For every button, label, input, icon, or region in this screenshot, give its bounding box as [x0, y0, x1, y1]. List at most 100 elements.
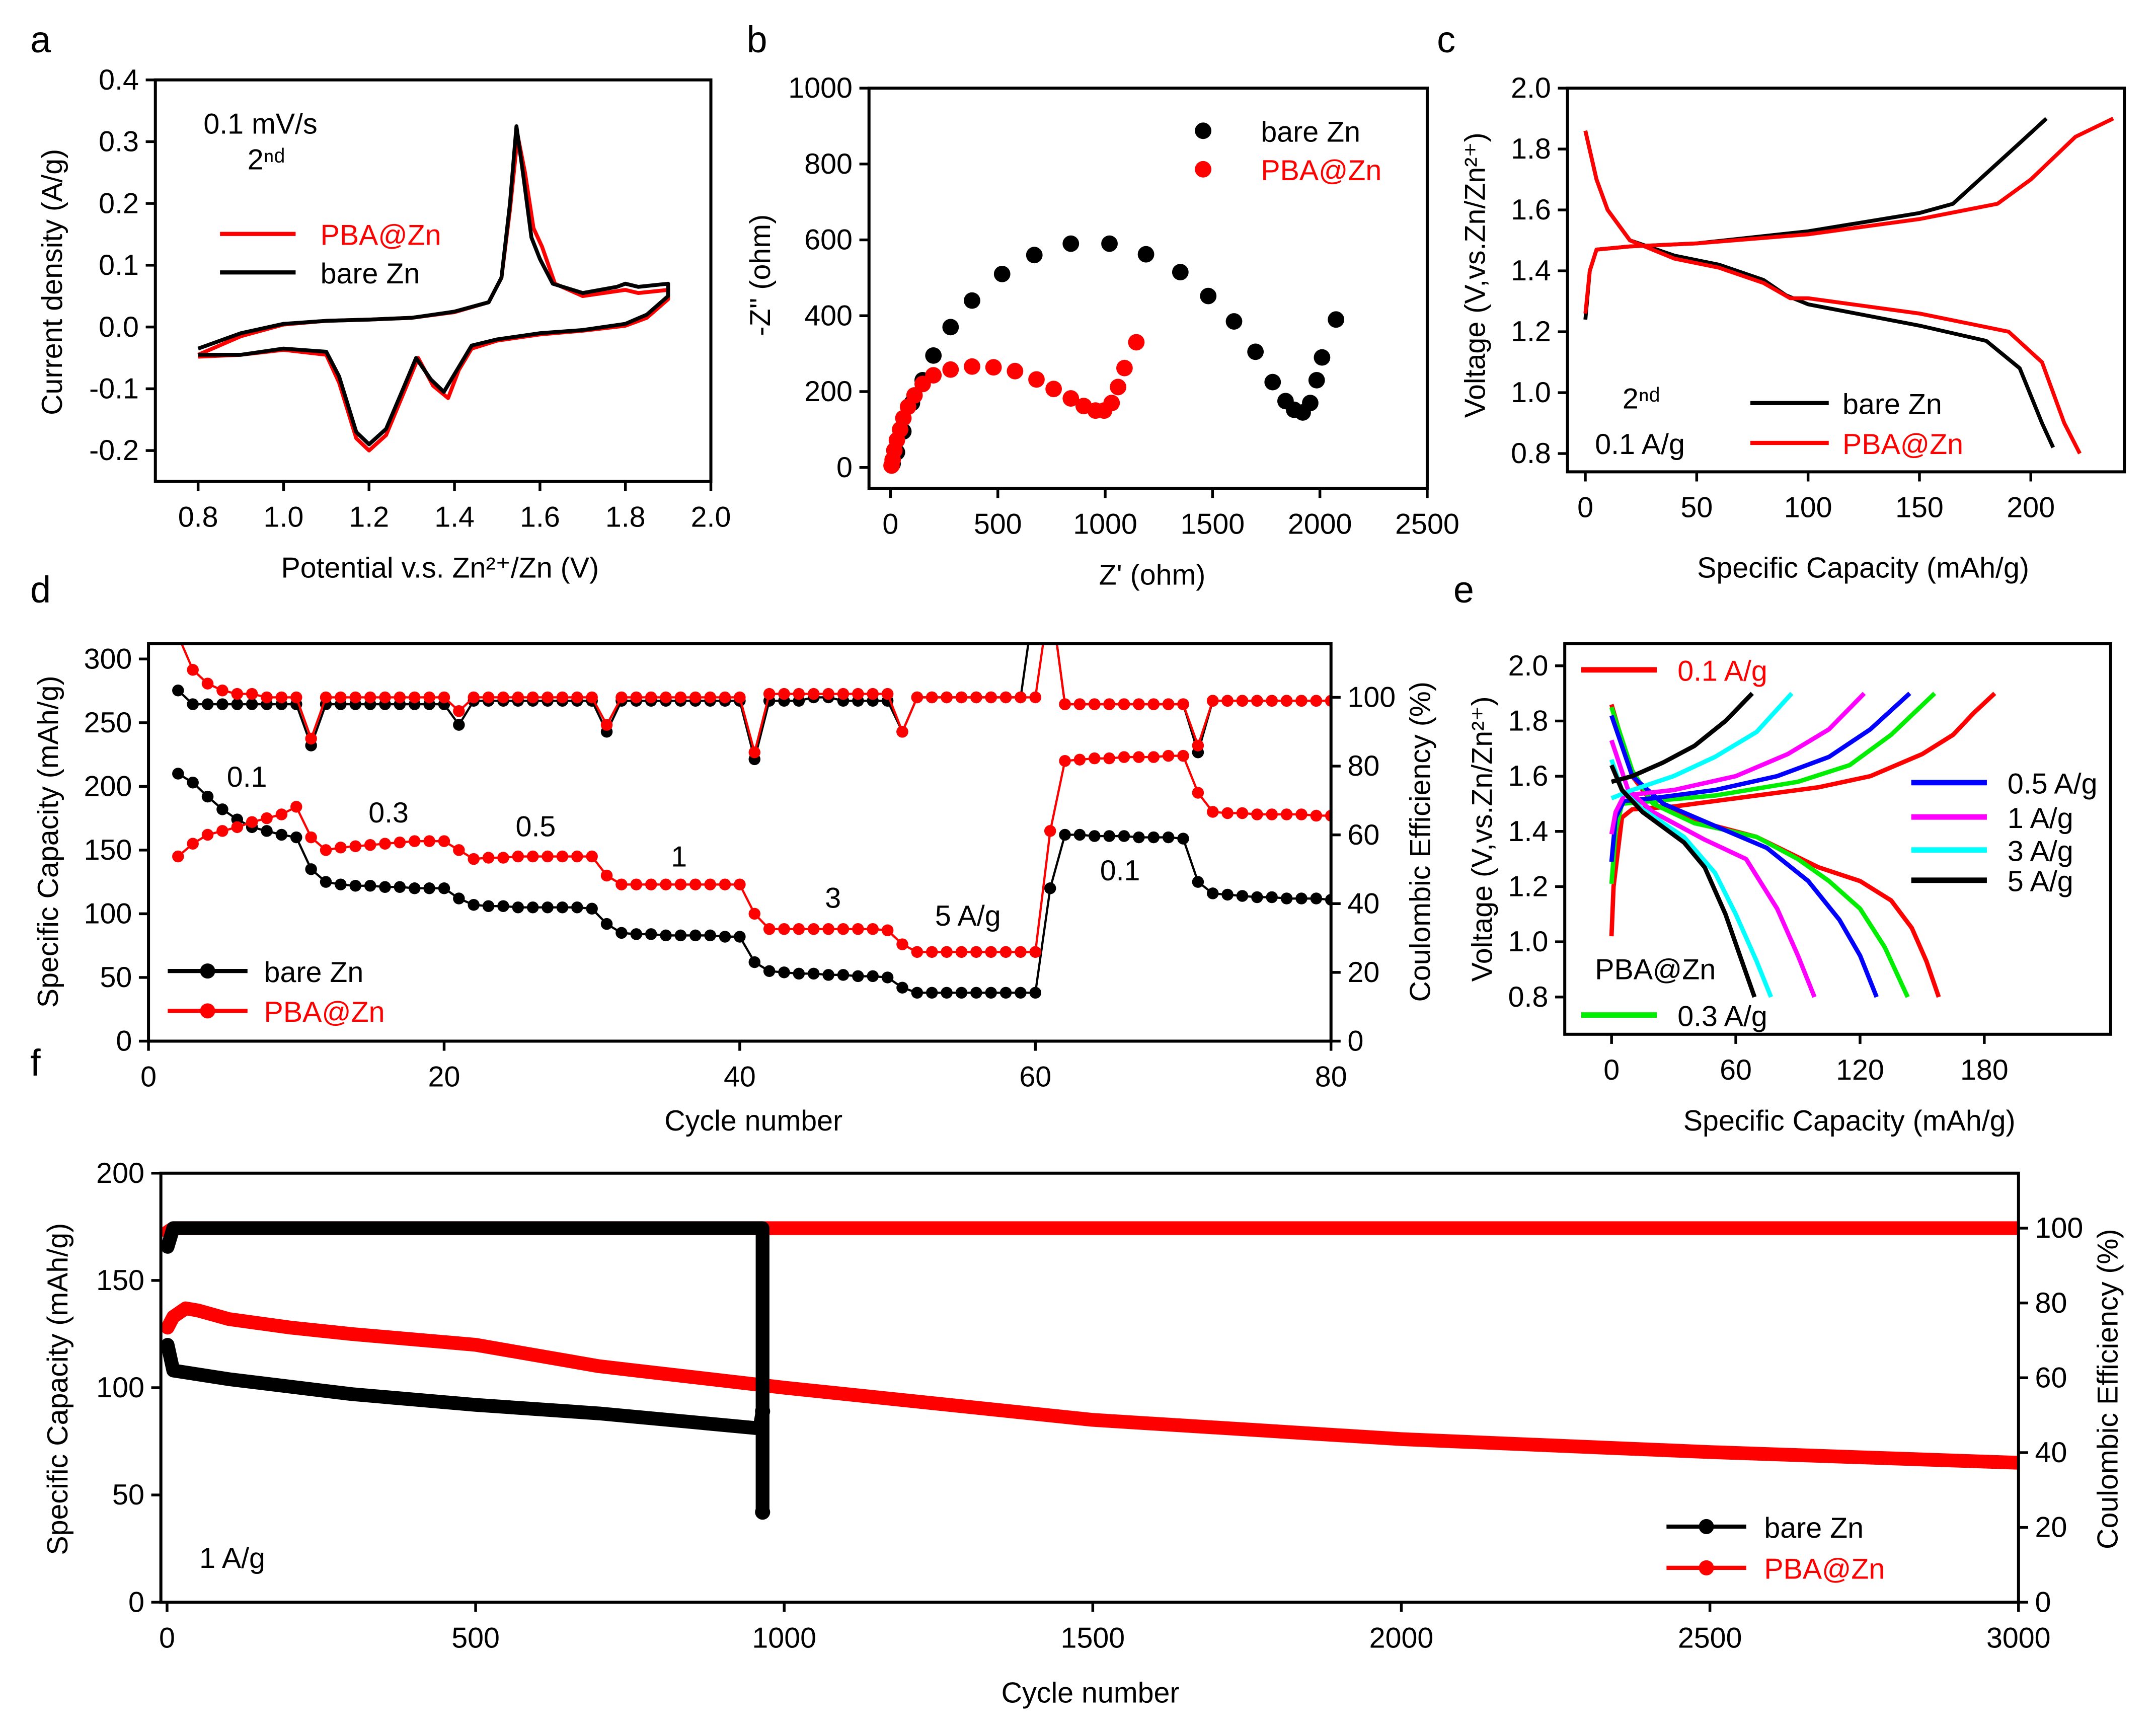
data-point	[600, 719, 613, 731]
legend-entry: bare Zn	[1195, 116, 1360, 148]
data-point	[1295, 892, 1307, 905]
y-tick-label: 2.0	[1508, 650, 1549, 682]
data-point	[600, 869, 613, 882]
data-point	[216, 685, 228, 697]
data-point	[586, 850, 598, 863]
x-axis-label: Specific Capacity (mAh/g)	[1697, 552, 2029, 584]
series-group	[1609, 692, 1996, 998]
annotation: 0.1 mV/s	[203, 108, 317, 140]
data-point	[335, 842, 347, 854]
x-tick-label: 1000	[1073, 508, 1137, 540]
legend-entry: PBA@Zn	[1666, 1553, 1885, 1586]
data-point	[512, 901, 524, 914]
panel-label-d: d	[30, 569, 51, 611]
y2-tick-label: 0	[1347, 1025, 1363, 1058]
data-point	[1110, 379, 1127, 396]
data-point	[734, 691, 746, 704]
data-point	[201, 790, 214, 803]
legend-entry: 0.5 A/g	[1911, 768, 2098, 800]
y-tick-label: 50	[100, 961, 132, 994]
x-tick-label: 1.4	[434, 501, 475, 534]
data-point	[512, 850, 524, 863]
data-point	[1295, 695, 1307, 707]
legend-marker	[1699, 1519, 1714, 1534]
data-point	[1015, 946, 1027, 958]
annotation: 3	[825, 882, 841, 914]
data-point	[645, 928, 657, 940]
legend-marker	[1699, 1560, 1714, 1575]
data-point	[526, 691, 539, 704]
panel-d: 0 20 40 60 80050100150200250300020406080100C…	[32, 642, 1436, 1137]
data-point	[571, 691, 583, 704]
data-point	[423, 835, 435, 847]
annotation: 2ⁿᵈ	[248, 143, 285, 176]
data-point	[526, 901, 539, 914]
data-point	[926, 946, 938, 958]
data-point	[925, 367, 942, 384]
data-point	[942, 361, 959, 378]
data-point	[571, 901, 583, 914]
data-point	[261, 825, 273, 837]
data-point	[1302, 395, 1319, 411]
panel-label-f: f	[30, 1042, 41, 1084]
y-tick-label: 1.2	[1511, 316, 1551, 348]
data-point	[867, 970, 879, 983]
data-point	[320, 844, 332, 856]
data-point	[689, 929, 702, 942]
annotation: 0.1	[1100, 855, 1140, 887]
data-point	[1310, 892, 1323, 905]
data-point	[187, 838, 199, 850]
data-point	[1089, 698, 1101, 710]
data-point	[1026, 247, 1043, 264]
legend-marker	[1195, 122, 1212, 139]
data-point	[1266, 891, 1278, 903]
data-point	[1029, 691, 1042, 704]
y2-tick-label: 20	[2035, 1512, 2067, 1544]
data-point	[660, 878, 672, 890]
series-group	[197, 124, 670, 453]
data-point	[674, 691, 687, 704]
data-point	[881, 971, 894, 984]
data-point	[335, 691, 347, 704]
data-point	[807, 688, 820, 700]
series-1-a-g-charge-line	[1609, 692, 1866, 835]
data-point	[1280, 892, 1293, 905]
data-point	[364, 879, 376, 892]
data-point	[542, 901, 554, 914]
data-point	[187, 698, 199, 710]
data-point	[881, 924, 894, 937]
data-point	[1118, 830, 1130, 842]
data-point	[423, 691, 435, 704]
x-tick-label: 100	[1784, 492, 1832, 524]
y2-tick-label: 100	[1347, 682, 1396, 714]
annotation: 0.1 A/g	[1595, 428, 1685, 461]
legend-marker	[1195, 161, 1212, 178]
data-point	[807, 967, 820, 980]
y-tick-label: 200	[804, 375, 853, 408]
data-point	[645, 878, 657, 890]
data-point	[423, 882, 435, 894]
data-point	[1015, 691, 1027, 704]
series-pba-zn-capacity-markers	[161, 1301, 2019, 1470]
data-point	[970, 987, 982, 999]
series-group	[161, 1221, 2019, 1520]
series-pba-zn-discharge-line	[1583, 130, 2082, 455]
data-point	[349, 691, 362, 704]
data-point	[526, 850, 539, 863]
panel-label-a: a	[30, 19, 51, 60]
data-point	[1089, 830, 1101, 842]
series-0-3-a-g-charge-line	[1609, 692, 1937, 884]
data-point	[231, 698, 244, 710]
data-point	[216, 825, 228, 837]
data-point	[556, 691, 569, 704]
data-point	[1147, 698, 1160, 710]
data-point	[1133, 751, 1145, 763]
data-point	[660, 929, 672, 942]
y-tick-label: 0.1	[99, 249, 139, 281]
data-point	[349, 879, 362, 892]
x-tick-label: 180	[1960, 1054, 2009, 1086]
x-tick-label: 3000	[1986, 1622, 2051, 1654]
data-point	[793, 923, 805, 935]
legend-label: bare Zn	[264, 956, 364, 989]
